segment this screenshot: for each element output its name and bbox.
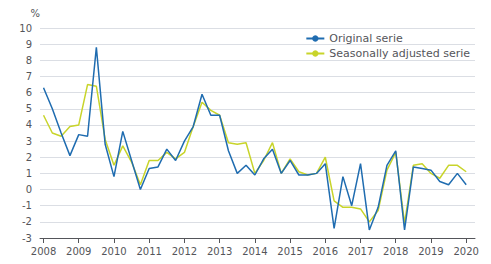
svg-text:1: 1 bbox=[26, 168, 32, 179]
svg-text:-3: -3 bbox=[22, 233, 32, 244]
svg-text:2019: 2019 bbox=[418, 246, 443, 257]
svg-text:6: 6 bbox=[26, 87, 32, 98]
svg-text:5: 5 bbox=[26, 103, 32, 114]
svg-text:2: 2 bbox=[26, 152, 32, 163]
svg-text:2011: 2011 bbox=[136, 246, 161, 257]
svg-text:2012: 2012 bbox=[172, 246, 197, 257]
svg-text:7: 7 bbox=[26, 71, 32, 82]
svg-text:4: 4 bbox=[26, 119, 32, 130]
svg-text:2010: 2010 bbox=[101, 246, 126, 257]
svg-text:2020: 2020 bbox=[453, 246, 478, 257]
svg-text:2009: 2009 bbox=[66, 246, 91, 257]
svg-text:2013: 2013 bbox=[207, 246, 232, 257]
svg-text:10: 10 bbox=[19, 23, 32, 34]
svg-text:0: 0 bbox=[26, 184, 32, 195]
svg-text:%: % bbox=[30, 8, 40, 19]
svg-text:Seasonally adjusted serie: Seasonally adjusted serie bbox=[329, 47, 470, 60]
svg-text:2017: 2017 bbox=[348, 246, 373, 257]
svg-text:Original serie: Original serie bbox=[329, 32, 403, 45]
svg-text:2015: 2015 bbox=[277, 246, 302, 257]
svg-text:2014: 2014 bbox=[242, 246, 267, 257]
svg-text:2008: 2008 bbox=[31, 246, 56, 257]
svg-text:9: 9 bbox=[26, 39, 32, 50]
svg-text:8: 8 bbox=[26, 55, 32, 66]
svg-text:-1: -1 bbox=[22, 200, 32, 211]
svg-text:-2: -2 bbox=[22, 216, 32, 227]
svg-text:2016: 2016 bbox=[313, 246, 338, 257]
svg-text:2018: 2018 bbox=[383, 246, 408, 257]
svg-text:3: 3 bbox=[26, 136, 32, 147]
